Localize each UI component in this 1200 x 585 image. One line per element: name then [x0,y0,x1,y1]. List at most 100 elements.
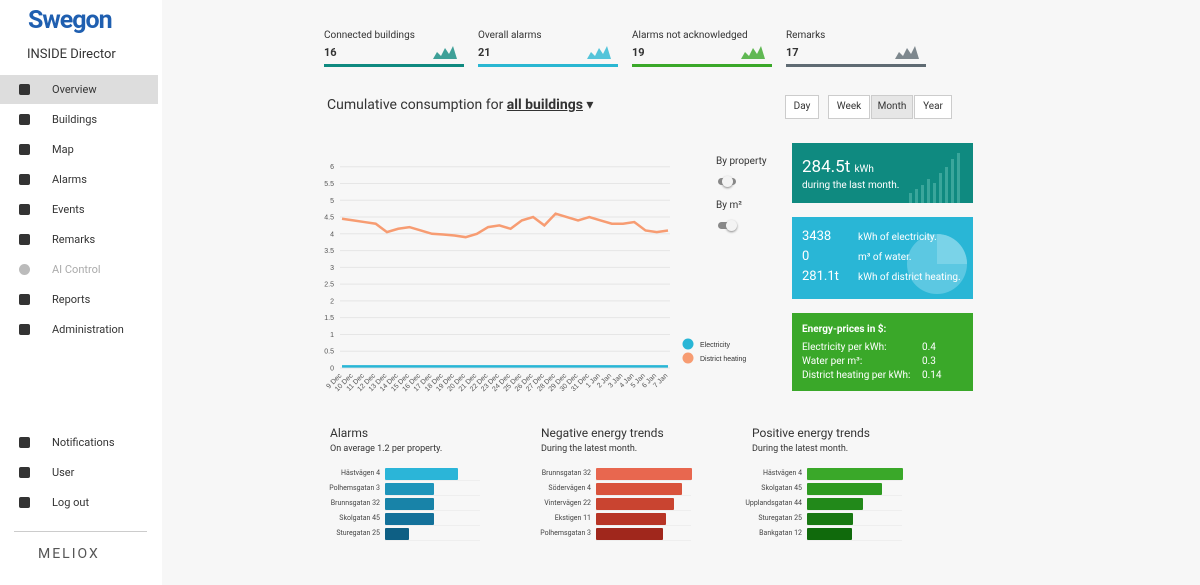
list-subtitle: During the latest month. [541,444,638,454]
kpi: Connected buildings 16 [324,30,464,67]
bar-baseline [596,480,691,481]
product-name: INSIDE Director [27,47,116,62]
scope-select[interactable]: all buildings [506,97,583,113]
total-card: 284.5t kWh during the last month. [792,143,973,203]
nav-icon [19,264,30,275]
nav-icon [19,497,30,508]
bar-baseline [385,495,480,496]
toggle[interactable] [718,176,736,187]
y-tick-label: 3.5 [324,248,334,255]
nav-icon [19,114,30,125]
nav-label: Map [52,143,74,156]
kpi-icon [895,46,919,59]
nav-label: Alarms [52,173,87,186]
y-tick-label: 1 [330,332,334,339]
bar [385,528,410,540]
card-decoration [909,153,960,203]
nav-label: Events [52,203,85,216]
kpi-icon [587,46,611,59]
price-label: District heating per kWh: [802,370,911,381]
nav-item[interactable]: Log out [0,488,158,517]
bar-baseline [807,510,902,511]
breakdown-value: 0 [802,249,810,264]
kpi-icon [433,46,457,59]
nav-icon [19,144,30,155]
nav-item[interactable]: Remarks [0,225,158,254]
nav-label: Reports [52,293,91,306]
bar [807,528,852,540]
nav-label: Overview [52,83,97,96]
data-line [341,212,669,239]
kpi-sparkline [895,46,919,59]
legend-swatch [682,352,694,364]
logo: Swegon [28,6,113,35]
price-value: 0.14 [922,370,942,381]
list-subtitle: During the latest month. [752,444,849,454]
nav-item[interactable]: User [0,458,158,487]
y-tick-label: 1.5 [324,315,334,322]
bar [596,513,666,525]
nav-item[interactable]: Reports [0,285,158,314]
kpi-label: Remarks [786,30,826,41]
nav-label: User [52,466,75,479]
period-button[interactable]: Month [871,95,913,119]
nav-item[interactable]: Events [0,195,158,224]
bar-label: Upplandsgatan 44 [745,499,802,507]
list-title: Negative energy trends [541,426,664,440]
bar [596,483,682,495]
bar-label: Sturegatan 25 [336,529,380,537]
breakdown-card: 3438 kWh of electricity. 0 m³ of water. 281.… [792,217,973,299]
list-subtitle: On average 1.2 per property. [330,444,443,454]
nav-item[interactable]: Alarms [0,165,158,194]
y-tick-label: 6 [330,164,334,171]
period-button[interactable]: Year [914,95,952,119]
nav-item[interactable]: Buildings [0,105,158,134]
kpi-bar [632,64,772,67]
bar [596,468,692,480]
toggle[interactable] [718,220,737,231]
nav-item[interactable]: Notifications [0,428,158,457]
kpi-bar [324,64,464,67]
bar-label: Skolgatan 45 [339,514,380,522]
bar-baseline [385,525,480,526]
bar-label: Vintervägen 22 [544,499,591,507]
nav-item[interactable]: Map [0,135,158,164]
nav-item[interactable]: Overview [0,75,158,104]
nav-item[interactable]: AI Control [0,255,158,284]
kpi-label: Overall alarms [478,30,542,41]
y-tick-label: 0 [330,366,334,373]
nav-icon [19,174,30,185]
nav-label: Notifications [52,436,115,449]
bar-label: Skolgatan 45 [761,484,802,492]
legend-label: District heating [700,356,746,363]
y-tick-label: 4.5 [324,215,334,222]
legend-label: Electricity [700,342,730,349]
toggle-label: By property [716,156,767,167]
bar-baseline [807,480,902,481]
bar-label: Bankgatan 12 [759,529,802,537]
price-value: 0.4 [922,342,936,353]
bar-label: Hästvägen 4 [762,469,802,477]
bar-label: Södervägen 4 [548,484,591,492]
kpi-label: Connected buildings [324,30,415,41]
kpi-sparkline [741,46,765,59]
bar-baseline [596,525,691,526]
bar [807,483,882,495]
nav-item[interactable]: Administration [0,315,158,344]
toggle-knob [722,176,733,187]
bar [807,468,903,480]
kpi: Remarks 17 [786,30,926,67]
bar-baseline [596,495,691,496]
kpi-bar [478,64,618,67]
y-tick-label: 0.5 [324,349,334,356]
period-button[interactable]: Day [785,95,819,119]
kpi-icon [741,46,765,59]
bar-label: Brunnsgatan 32 [330,499,380,507]
period-button[interactable]: Week [828,95,870,119]
price-value: 0.3 [922,356,936,367]
nav-icon [19,294,30,305]
y-tick-label: 2.5 [324,282,334,289]
bar [385,483,434,495]
bar [385,513,434,525]
